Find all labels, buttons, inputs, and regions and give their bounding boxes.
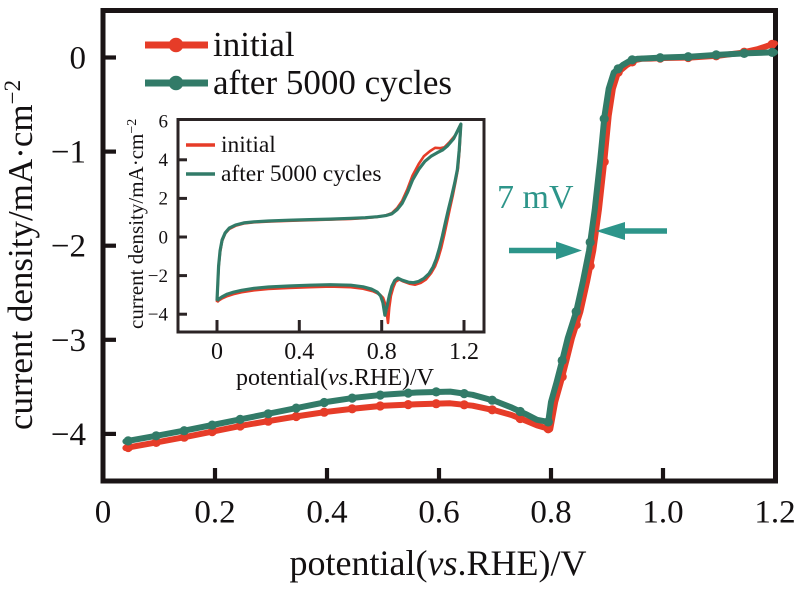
svg-text:0: 0 [211, 339, 223, 365]
svg-text:initial: initial [221, 132, 276, 158]
svg-text:0.2: 0.2 [194, 495, 235, 531]
svg-text:4: 4 [159, 150, 169, 171]
svg-text:0: 0 [159, 227, 169, 248]
svg-text:0.6: 0.6 [418, 495, 459, 531]
svg-text:current density/mA·cm−2: current density/mA·cm−2 [0, 80, 40, 430]
svg-text:potential(vs.RHE)/V: potential(vs.RHE)/V [290, 543, 587, 583]
svg-text:0.8: 0.8 [530, 495, 571, 531]
svg-text:0.8: 0.8 [367, 339, 397, 365]
svg-text:7 mV: 7 mV [497, 179, 574, 216]
svg-text:1.2: 1.2 [449, 339, 479, 365]
svg-text:1.2: 1.2 [754, 495, 795, 531]
svg-text:−1: −1 [51, 135, 86, 171]
svg-text:1.0: 1.0 [642, 495, 683, 531]
svg-text:−2: −2 [51, 229, 86, 265]
svg-text:after 5000 cycles: after 5000 cycles [213, 63, 452, 102]
svg-text:after 5000 cycles: after 5000 cycles [221, 161, 382, 187]
svg-text:0.4: 0.4 [306, 495, 347, 531]
svg-text:potential(vs.RHE)/V: potential(vs.RHE)/V [236, 365, 435, 391]
svg-text:−2: −2 [148, 266, 168, 287]
svg-text:−4: −4 [51, 417, 86, 453]
svg-text:0: 0 [70, 41, 87, 77]
svg-text:0.4: 0.4 [284, 339, 314, 365]
svg-text:−3: −3 [51, 323, 86, 359]
svg-text:current density/mA·cm−2: current density/mA·cm−2 [124, 119, 148, 329]
svg-text:2: 2 [159, 189, 169, 210]
svg-text:6: 6 [159, 112, 169, 133]
svg-text:initial: initial [213, 25, 295, 64]
svg-text:0: 0 [95, 495, 112, 531]
svg-text:−4: −4 [148, 305, 169, 326]
